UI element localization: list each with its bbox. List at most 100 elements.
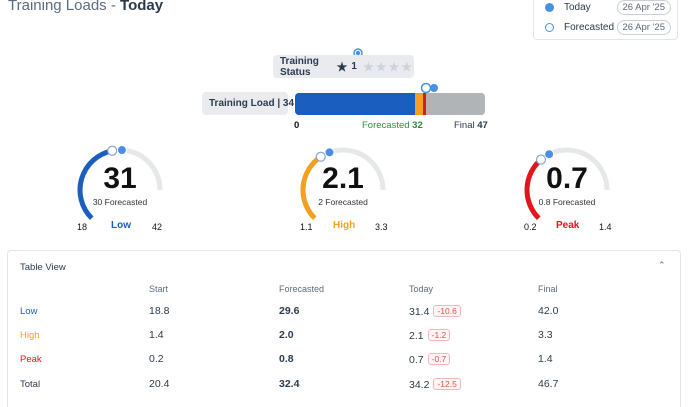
- delta-badge: -10.6: [433, 305, 461, 317]
- gauge-forecast: 0.8 Forecasted: [538, 197, 596, 207]
- training-load-bar: [295, 93, 485, 115]
- final-value: 47: [477, 120, 488, 131]
- cell-start: 0.2: [149, 353, 164, 365]
- today-value: 31.4: [409, 306, 430, 318]
- load-today-marker-icon: [430, 84, 438, 92]
- gauge-max: 1.4: [599, 222, 612, 232]
- training-load-label: Training Load | 34: [202, 92, 294, 115]
- load-forecast-marker-icon: [420, 82, 432, 94]
- gauge-min: 18: [77, 222, 88, 232]
- training-status: Training Status ★ 1 ★ ★ ★ ★: [273, 55, 414, 78]
- forecast-value: 32: [412, 120, 423, 131]
- cell-forecasted: 2.0: [279, 329, 294, 341]
- gauge-forecast: 30 Forecasted: [92, 197, 148, 207]
- load-scale-forecast: Forecasted 32: [362, 120, 423, 131]
- star-filled-icon: ★: [336, 59, 348, 74]
- load-markers: [420, 82, 438, 94]
- row-label: Low: [20, 306, 38, 317]
- forecast-marker-icon: [545, 22, 554, 32]
- load-segment-high: [414, 93, 424, 115]
- row-label: Peak: [20, 354, 42, 365]
- star-empty-icon: ★: [375, 59, 387, 74]
- gauge-forecast-marker-icon: [107, 145, 118, 156]
- column-header-final: Final: [538, 284, 558, 294]
- gauge-high: 2.1 2 Forecasted 1.1 High 3.3: [300, 140, 410, 236]
- column-header-forecasted: Forecasted: [279, 284, 325, 294]
- forecast-label: Forecasted: [362, 120, 410, 131]
- cell-forecasted: 32.4: [279, 378, 300, 390]
- chevron-up-icon[interactable]: ⌃: [658, 260, 666, 270]
- star-empty-icon: ★: [388, 59, 400, 74]
- legend-date-chip[interactable]: 26 Apr '25: [616, 0, 671, 15]
- gauge-value: 31: [103, 162, 137, 195]
- legend-label: Today: [564, 1, 591, 13]
- gauge-max: 3.3: [375, 222, 388, 232]
- gauge-level: High: [333, 220, 356, 231]
- delta-badge: -1.2: [427, 329, 451, 341]
- star-empty-icon: ★: [362, 59, 374, 74]
- load-segment-low: [295, 93, 416, 115]
- gauge-fill: [77, 148, 113, 221]
- cell-final: 42.0: [538, 305, 559, 317]
- gauge-value: 0.7: [546, 162, 588, 195]
- cell-today: 0.7 -0.7: [409, 353, 451, 366]
- cell-today: 2.1 -1.2: [409, 329, 451, 342]
- cell-start: 1.4: [149, 329, 164, 341]
- page-title-period: Today: [120, 0, 164, 14]
- gauge-level: Peak: [556, 220, 580, 231]
- training-status-value: 1: [351, 61, 357, 72]
- cell-today: 31.4 -10.6: [409, 305, 461, 318]
- gauge-high-arc: [300, 147, 386, 221]
- gauge-low: 31 30 Forecasted 18 Low 42: [77, 140, 187, 236]
- gauge-forecast-marker-icon: [535, 154, 547, 165]
- page-title-prefix: Training Loads -: [8, 0, 121, 14]
- gauge-min: 1.1: [300, 222, 313, 232]
- cell-start: 18.8: [149, 305, 170, 317]
- legend-item-today: Today 26 Apr '25: [545, 0, 671, 15]
- cell-final: 1.4: [538, 353, 553, 365]
- final-label: Final: [454, 120, 475, 131]
- cell-forecasted: 0.8: [279, 353, 294, 365]
- gauge-min: 0.2: [524, 222, 537, 232]
- row-label: High: [20, 330, 40, 341]
- load-scale-start: 0: [294, 120, 300, 131]
- column-header-start: Start: [149, 284, 169, 294]
- table-view-title: Table View: [20, 262, 66, 273]
- star-empty-icon: ★: [401, 59, 412, 74]
- legend-date-chip[interactable]: 26 Apr '25: [616, 19, 671, 35]
- cell-final: 46.7: [538, 378, 559, 390]
- gauge-today-marker-icon: [544, 149, 555, 160]
- date-legend: Today 26 Apr '25 Forecasted 26 Apr '25: [533, 0, 678, 40]
- table-view: Table View ⌃ Start Forecasted Today Fina…: [7, 250, 681, 407]
- gauge-max: 42: [152, 222, 163, 232]
- cell-today: 34.2 -12.5: [409, 378, 461, 391]
- today-value: 34.2: [409, 379, 430, 391]
- today-value: 0.7: [409, 354, 424, 366]
- legend-label: Forecasted: [564, 21, 615, 33]
- load-segment-peak: [422, 93, 427, 115]
- gauge-today-marker-icon: [324, 147, 335, 158]
- gauge-level: Low: [111, 220, 131, 231]
- gauge-forecast-marker-icon: [315, 151, 326, 162]
- cell-forecasted: 29.6: [279, 305, 300, 317]
- delta-badge: -12.5: [433, 378, 461, 390]
- page-title: Training Loads - Today: [8, 0, 163, 14]
- load-scale-final: Final 47: [454, 120, 488, 131]
- delta-badge: -0.7: [427, 353, 451, 365]
- gauge-low-arc: [77, 145, 163, 221]
- legend-item-forecasted: Forecasted 26 Apr '25: [545, 19, 671, 35]
- today-value: 2.1: [409, 330, 424, 342]
- gauge-today-marker-icon: [116, 145, 127, 156]
- gauge-peak: 0.7 0.8 Forecasted 0.2 Peak 1.4: [524, 140, 634, 236]
- cell-start: 20.4: [149, 378, 170, 390]
- gauge-value: 2.1: [322, 162, 364, 195]
- today-marker-icon: [545, 2, 554, 12]
- cell-final: 3.3: [538, 329, 553, 341]
- gauge-fill: [300, 154, 323, 221]
- training-status-label: Training Status: [280, 55, 319, 78]
- gauge-fill: [524, 157, 543, 221]
- column-header-today: Today: [409, 284, 434, 294]
- row-label: Total: [20, 379, 41, 390]
- gauge-peak-arc: [524, 147, 610, 221]
- gauge-forecast: 2 Forecasted: [318, 197, 368, 207]
